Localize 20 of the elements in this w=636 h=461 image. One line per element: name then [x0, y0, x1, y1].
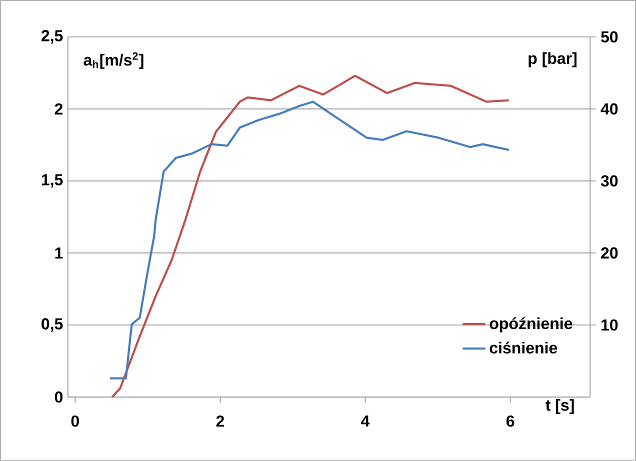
- legend-label: opóźnienie: [490, 317, 572, 332]
- legend-label: ciśnienie: [490, 342, 558, 354]
- x-tick-label: 0: [71, 415, 79, 427]
- y-tick-label: 0,5: [42, 318, 63, 332]
- x-tick-label: 6: [506, 415, 514, 427]
- y-tick-label: 2: [54, 103, 63, 115]
- y2-tick-label: 50: [601, 31, 618, 43]
- y2-tick-label: 30: [600, 175, 618, 187]
- y-tick-label: 1,5: [42, 174, 63, 188]
- y2-axis-title: p [bar]: [528, 52, 576, 68]
- y-tick-label: 0: [54, 391, 63, 403]
- y-tick-label: 1: [55, 248, 63, 259]
- y2-tick-label: 20: [601, 247, 618, 259]
- y-axis-title: a$_{h}$[m/s$^{2}$]: [84, 52, 144, 69]
- y2-tick-label: 10: [602, 319, 618, 331]
- y2-tick-label: 40: [600, 103, 618, 115]
- y-tick-label: 2,5: [42, 30, 63, 44]
- x-tick-label: 4: [361, 415, 370, 426]
- x-tick-label: 2: [216, 415, 224, 427]
- x-axis-title: t [s]: [546, 399, 574, 414]
